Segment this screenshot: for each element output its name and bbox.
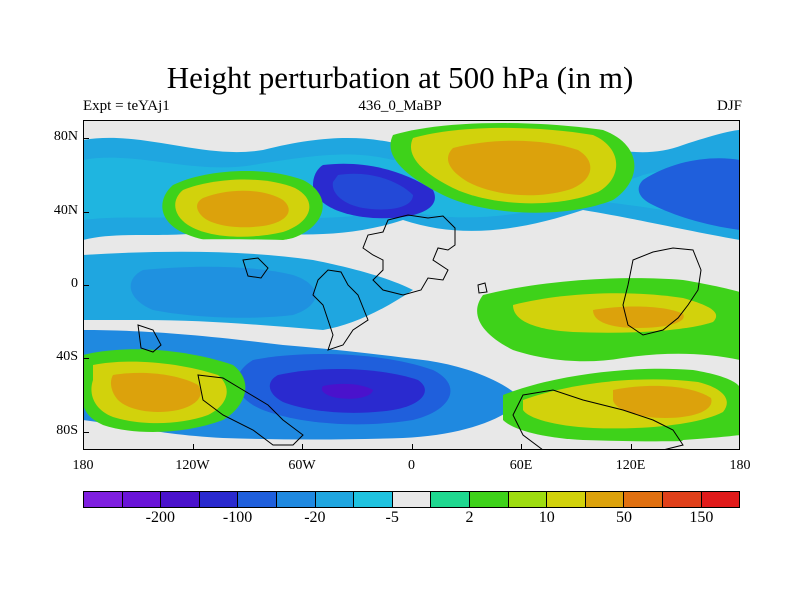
colorbar-swatch: [547, 492, 586, 507]
colorbar-label: -100: [222, 509, 253, 526]
colorbar-swatch: [624, 492, 663, 507]
contour-map: [83, 120, 740, 450]
colorbar-swatch: [84, 492, 123, 507]
colorbar-swatch: [238, 492, 277, 507]
x-tick-mark: [192, 444, 194, 450]
y-tick-label: 80S: [56, 422, 78, 438]
colorbar-label: -5: [385, 509, 399, 526]
y-tick-label: 40S: [56, 349, 78, 365]
plot-title: Height perturbation at 500 hPa (in m): [166, 60, 634, 95]
colorbar-label: 150: [689, 509, 714, 526]
x-tick-mark: [411, 444, 413, 450]
colorbar-swatch: [431, 492, 470, 507]
colorbar-label: 10: [538, 509, 555, 526]
experiment-label: Expt = teYAj1: [83, 98, 170, 114]
colorbar-label: 2: [465, 509, 474, 526]
x-tick-label: 180: [729, 458, 751, 473]
colorbar-swatch: [585, 492, 625, 507]
x-tick-label: 60E: [509, 458, 533, 473]
colorbar-swatch: [392, 492, 432, 507]
x-tick-label: 120E: [615, 458, 646, 473]
x-tick-label: 180: [72, 458, 94, 473]
colorbar-label: 50: [616, 509, 633, 526]
contour-field: [83, 120, 740, 450]
x-tick-label: 120W: [175, 458, 210, 473]
x-tick-mark: [302, 444, 303, 450]
x-tick-mark: [521, 444, 522, 450]
colorbar-swatch: [122, 492, 162, 507]
y-tick-mark: [83, 211, 89, 213]
y-tick-label: 0: [71, 276, 78, 291]
colorbar-swatch: [469, 492, 509, 507]
colorbar-swatch: [701, 492, 740, 507]
x-tick-mark: [630, 444, 632, 450]
y-tick-mark: [83, 285, 89, 286]
y-tick-mark: [83, 138, 89, 140]
colorbar-swatch: [199, 492, 239, 507]
run-label: 436_0_MaBP: [358, 98, 442, 114]
colorbar-swatch: [662, 492, 702, 507]
x-tick-mark: [739, 444, 740, 450]
x-tick-mark: [83, 444, 84, 450]
colorbar-label: -200: [145, 509, 175, 526]
y-tick-mark: [83, 431, 89, 433]
colorbar-swatch: [161, 492, 200, 507]
colorbar-swatch: [276, 492, 316, 507]
colorbar-swatch: [354, 492, 393, 507]
y-tick-label: 40N: [53, 202, 78, 218]
y-tick-label: 80N: [53, 129, 78, 145]
colorbar-swatch: [508, 492, 548, 507]
colorbar-label: -20: [304, 509, 326, 526]
colorbar-swatch: [315, 492, 355, 507]
season-label: DJF: [716, 98, 742, 114]
x-tick-label: 0: [408, 458, 415, 473]
colorbar: [83, 491, 740, 508]
y-tick-mark: [83, 358, 89, 360]
x-tick-label: 60W: [288, 458, 316, 473]
